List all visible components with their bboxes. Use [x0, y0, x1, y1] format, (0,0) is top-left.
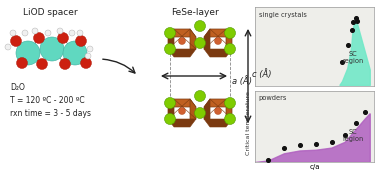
- Polygon shape: [204, 119, 232, 127]
- Polygon shape: [168, 29, 174, 49]
- Circle shape: [164, 28, 175, 38]
- Polygon shape: [168, 119, 196, 127]
- Polygon shape: [340, 19, 370, 86]
- Circle shape: [225, 97, 235, 109]
- Circle shape: [40, 37, 64, 61]
- Circle shape: [37, 58, 48, 69]
- Circle shape: [195, 90, 206, 102]
- Polygon shape: [168, 49, 196, 57]
- Circle shape: [164, 97, 175, 109]
- Circle shape: [195, 21, 206, 31]
- Circle shape: [57, 32, 68, 43]
- Circle shape: [11, 36, 22, 47]
- Circle shape: [57, 28, 63, 34]
- Circle shape: [225, 114, 235, 124]
- Point: [281, 147, 287, 149]
- Circle shape: [164, 114, 175, 124]
- Circle shape: [77, 30, 83, 36]
- Point: [339, 61, 345, 64]
- Circle shape: [225, 43, 235, 55]
- Circle shape: [178, 108, 186, 115]
- Circle shape: [34, 32, 45, 43]
- X-axis label: c/a: c/a: [310, 164, 320, 170]
- Point: [313, 143, 319, 146]
- Circle shape: [5, 44, 11, 50]
- Point: [297, 144, 303, 147]
- Polygon shape: [168, 29, 196, 37]
- Point: [265, 158, 271, 161]
- Circle shape: [22, 30, 28, 36]
- Text: D₂O
T = 120 ºC - 200 ºC
rxn time = 3 - 5 days: D₂O T = 120 ºC - 200 ºC rxn time = 3 - 5…: [10, 83, 91, 118]
- Polygon shape: [226, 29, 232, 49]
- Text: powders: powders: [259, 95, 287, 101]
- Point: [350, 21, 356, 24]
- Circle shape: [69, 30, 75, 36]
- Text: c (Å): c (Å): [252, 69, 271, 79]
- Point: [353, 16, 359, 19]
- Point: [362, 111, 368, 114]
- Text: SC
region: SC region: [342, 51, 363, 64]
- Circle shape: [195, 108, 206, 119]
- Text: single crystals: single crystals: [259, 12, 307, 18]
- Point: [345, 44, 351, 47]
- Circle shape: [195, 37, 206, 49]
- Circle shape: [76, 36, 87, 47]
- Polygon shape: [226, 99, 232, 119]
- Circle shape: [59, 58, 71, 69]
- Point: [329, 141, 335, 144]
- Circle shape: [225, 28, 235, 38]
- Text: SC
region: SC region: [342, 129, 363, 142]
- Polygon shape: [190, 29, 196, 49]
- Circle shape: [45, 30, 51, 36]
- Text: a (Å): a (Å): [232, 76, 252, 86]
- Polygon shape: [204, 29, 210, 49]
- Polygon shape: [204, 99, 210, 119]
- Circle shape: [178, 37, 186, 44]
- Polygon shape: [255, 114, 370, 162]
- Text: Critical temperature: Critical temperature: [246, 91, 251, 155]
- Circle shape: [10, 30, 16, 36]
- Point: [354, 19, 360, 22]
- Circle shape: [17, 57, 28, 69]
- Point: [342, 134, 348, 136]
- Circle shape: [164, 43, 175, 55]
- Circle shape: [214, 108, 222, 115]
- Polygon shape: [168, 99, 174, 119]
- Polygon shape: [168, 99, 196, 107]
- Point: [353, 122, 359, 124]
- Circle shape: [81, 57, 91, 69]
- Circle shape: [87, 46, 93, 52]
- Polygon shape: [204, 99, 232, 107]
- Text: LiOD spacer: LiOD spacer: [23, 8, 77, 17]
- Polygon shape: [204, 29, 232, 37]
- Circle shape: [32, 28, 38, 34]
- Circle shape: [16, 41, 40, 65]
- Polygon shape: [190, 99, 196, 119]
- Circle shape: [214, 37, 222, 44]
- Circle shape: [85, 53, 91, 59]
- Polygon shape: [204, 49, 232, 57]
- Text: FeSe-layer: FeSe-layer: [171, 8, 219, 17]
- Circle shape: [63, 41, 87, 65]
- Point: [349, 29, 355, 31]
